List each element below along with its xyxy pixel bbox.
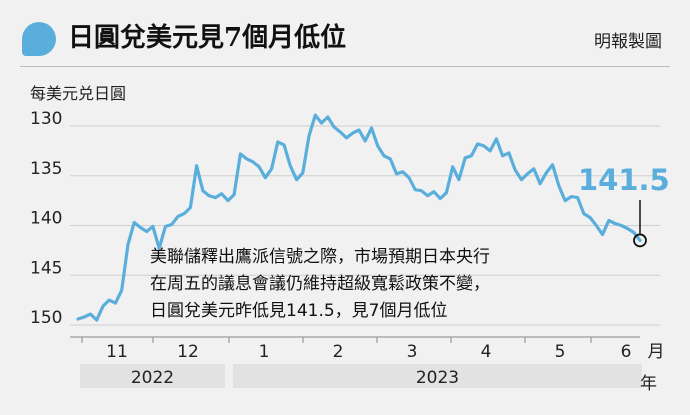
year-bar-label: 2022 [131, 368, 174, 388]
latest-point-marker [633, 233, 647, 248]
chart-header: 日圓兌美元見7個月低位 明報製圖 [0, 0, 690, 60]
y-tick-label: 145 [30, 258, 62, 278]
x-month-label: 3 [407, 342, 418, 362]
exchange-rate-series-line [76, 113, 642, 322]
x-month-label: 2 [333, 342, 344, 362]
x-month-label: 5 [555, 342, 566, 362]
annotation-line: 在周五的議息會議仍維持超級寬鬆政策不變， [150, 274, 490, 294]
title-badge-icon [22, 22, 56, 56]
annotation-line: 美聯儲釋出鷹派信號之際，市場預期日本央行 [150, 247, 490, 267]
y-axis-unit-label: 每美元兑日圓 [30, 84, 127, 103]
chart-title: 日圓兌美元見7個月低位 [68, 23, 347, 53]
header-divider [20, 66, 670, 67]
y-tick-label: 130 [30, 109, 62, 129]
x-month-label: 4 [481, 342, 492, 362]
chart-annotation: 美聯儲釋出鷹派信號之際，市場預期日本央行 在周五的議息會議仍維持超級寬鬆政策不變… [150, 244, 580, 325]
year-axis-label: 年 [640, 374, 657, 394]
y-tick-label: 135 [30, 159, 62, 179]
x-month-label: 6 [621, 342, 632, 362]
y-tick-label: 140 [30, 209, 62, 229]
year-bar-label: 2023 [416, 368, 459, 388]
x-axis-unit-label: 月 [648, 342, 665, 362]
chart-credit: 明報製圖 [594, 32, 662, 52]
x-month-label: 11 [106, 342, 128, 362]
year-bar [233, 364, 642, 388]
latest-value-callout: 141.5 [578, 163, 670, 197]
annotation-line: 日圓兌美元昨低見141.5，見7個月低位 [150, 301, 448, 321]
year-bar [80, 364, 225, 388]
y-tick-label: 150 [30, 308, 62, 328]
x-month-label: 12 [177, 342, 199, 362]
x-month-label: 1 [259, 342, 270, 362]
